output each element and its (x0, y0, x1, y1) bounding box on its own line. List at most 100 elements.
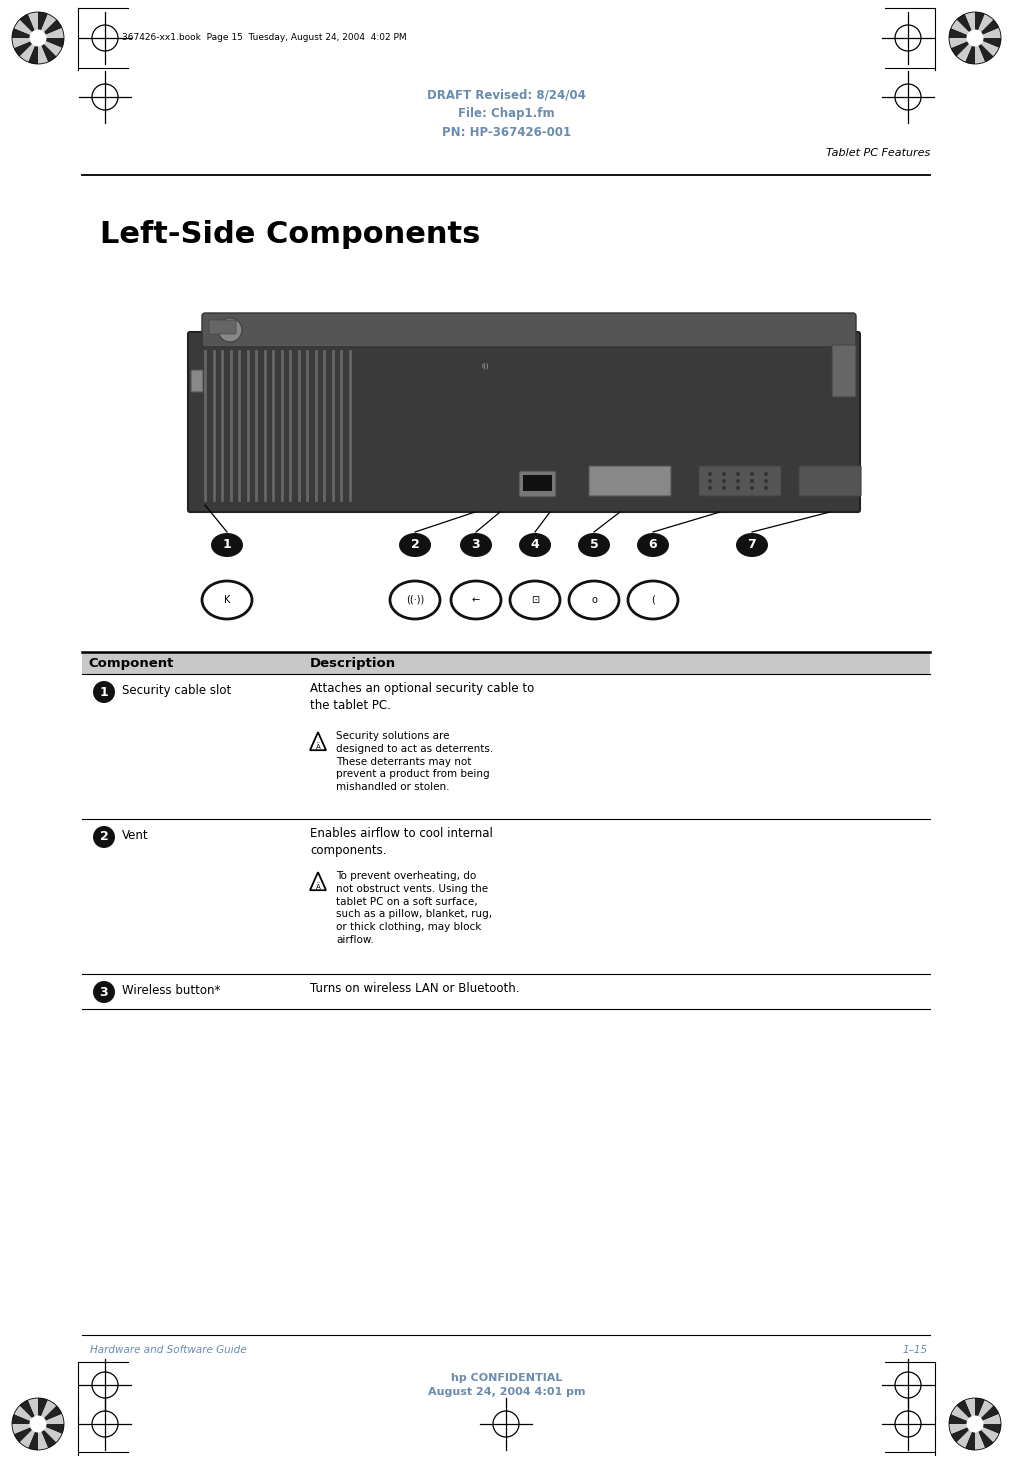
Wedge shape (951, 19, 975, 38)
FancyBboxPatch shape (202, 313, 856, 346)
Wedge shape (19, 38, 38, 61)
Ellipse shape (93, 681, 115, 703)
Ellipse shape (202, 580, 252, 618)
FancyBboxPatch shape (523, 475, 552, 491)
Circle shape (722, 480, 726, 482)
Text: 3: 3 (472, 538, 480, 551)
Text: Description: Description (310, 656, 396, 670)
Wedge shape (975, 1424, 994, 1447)
Wedge shape (975, 1414, 1001, 1424)
Text: Security cable slot: Security cable slot (122, 684, 231, 697)
Wedge shape (975, 1401, 994, 1424)
Text: Enables airflow to cool internal
components.: Enables airflow to cool internal compone… (310, 827, 493, 857)
Wedge shape (14, 1424, 38, 1443)
Wedge shape (975, 1398, 985, 1424)
Text: Tablet PC Features: Tablet PC Features (826, 148, 930, 158)
Wedge shape (975, 38, 999, 57)
Text: 6: 6 (648, 538, 657, 551)
Text: Attaches an optional security cable to
the tablet PC.: Attaches an optional security cable to t… (310, 681, 534, 712)
Wedge shape (949, 1424, 975, 1434)
Wedge shape (965, 1424, 975, 1450)
FancyBboxPatch shape (832, 345, 856, 398)
Text: 5: 5 (590, 538, 599, 551)
Ellipse shape (93, 981, 115, 1003)
Wedge shape (975, 15, 994, 38)
Text: Hardware and Software Guide: Hardware and Software Guide (90, 1345, 246, 1355)
Circle shape (750, 485, 754, 490)
Wedge shape (975, 38, 1001, 48)
Wedge shape (14, 19, 38, 38)
Ellipse shape (399, 534, 431, 557)
Wedge shape (38, 1414, 64, 1424)
Text: Turns on wireless LAN or Bluetooth.: Turns on wireless LAN or Bluetooth. (310, 982, 520, 996)
Circle shape (30, 31, 46, 45)
Wedge shape (14, 1405, 38, 1424)
Wedge shape (951, 1424, 975, 1443)
Ellipse shape (569, 580, 619, 618)
Text: 4: 4 (531, 538, 539, 551)
Wedge shape (38, 1401, 57, 1424)
Text: 2: 2 (99, 830, 108, 844)
Wedge shape (38, 12, 48, 38)
Wedge shape (975, 38, 994, 61)
Text: 367426-xx1.book  Page 15  Tuesday, August 24, 2004  4:02 PM: 367426-xx1.book Page 15 Tuesday, August … (122, 34, 406, 42)
Wedge shape (951, 38, 975, 57)
Text: 1–15: 1–15 (903, 1345, 928, 1355)
Wedge shape (38, 15, 57, 38)
Circle shape (708, 485, 712, 490)
Ellipse shape (211, 534, 243, 557)
Text: ᴏ: ᴏ (591, 595, 597, 605)
Text: ←: ← (472, 595, 480, 605)
Ellipse shape (578, 534, 610, 557)
Ellipse shape (628, 580, 678, 618)
Circle shape (736, 485, 741, 490)
Wedge shape (28, 12, 38, 38)
Wedge shape (19, 1401, 38, 1424)
Circle shape (967, 31, 983, 45)
Wedge shape (38, 1405, 62, 1424)
Wedge shape (38, 38, 48, 64)
FancyBboxPatch shape (188, 332, 860, 512)
Wedge shape (38, 19, 62, 38)
Wedge shape (975, 28, 1001, 38)
Wedge shape (956, 1424, 975, 1447)
Circle shape (967, 1417, 983, 1431)
Ellipse shape (451, 580, 501, 618)
Wedge shape (975, 1424, 1001, 1434)
Wedge shape (38, 1398, 48, 1424)
Wedge shape (28, 1424, 38, 1450)
Wedge shape (38, 38, 62, 57)
Text: Wireless button*: Wireless button* (122, 984, 221, 997)
Circle shape (736, 472, 741, 477)
Wedge shape (19, 15, 38, 38)
Wedge shape (19, 1424, 38, 1447)
Wedge shape (14, 38, 38, 57)
Wedge shape (965, 12, 975, 38)
FancyBboxPatch shape (799, 466, 861, 496)
Wedge shape (975, 1424, 985, 1450)
Circle shape (30, 1417, 46, 1431)
FancyBboxPatch shape (589, 466, 671, 496)
Wedge shape (975, 12, 985, 38)
Wedge shape (28, 1398, 38, 1424)
Text: 1: 1 (223, 538, 231, 551)
Wedge shape (975, 1424, 999, 1443)
Circle shape (708, 472, 712, 477)
Text: Ä: Ä (316, 744, 320, 750)
Wedge shape (12, 1414, 38, 1424)
Circle shape (722, 472, 726, 477)
Wedge shape (12, 38, 38, 48)
Ellipse shape (519, 534, 551, 557)
Wedge shape (951, 1405, 975, 1424)
Wedge shape (956, 1401, 975, 1424)
Wedge shape (975, 19, 999, 38)
Circle shape (764, 472, 768, 477)
Wedge shape (38, 1424, 57, 1447)
Ellipse shape (93, 826, 115, 848)
FancyBboxPatch shape (191, 370, 203, 392)
Text: ⊡: ⊡ (531, 595, 539, 605)
Circle shape (708, 480, 712, 482)
Text: (: ( (651, 595, 655, 605)
Text: hp CONFIDENTIAL
August 24, 2004 4:01 pm: hp CONFIDENTIAL August 24, 2004 4:01 pm (427, 1373, 586, 1398)
Wedge shape (38, 28, 64, 38)
